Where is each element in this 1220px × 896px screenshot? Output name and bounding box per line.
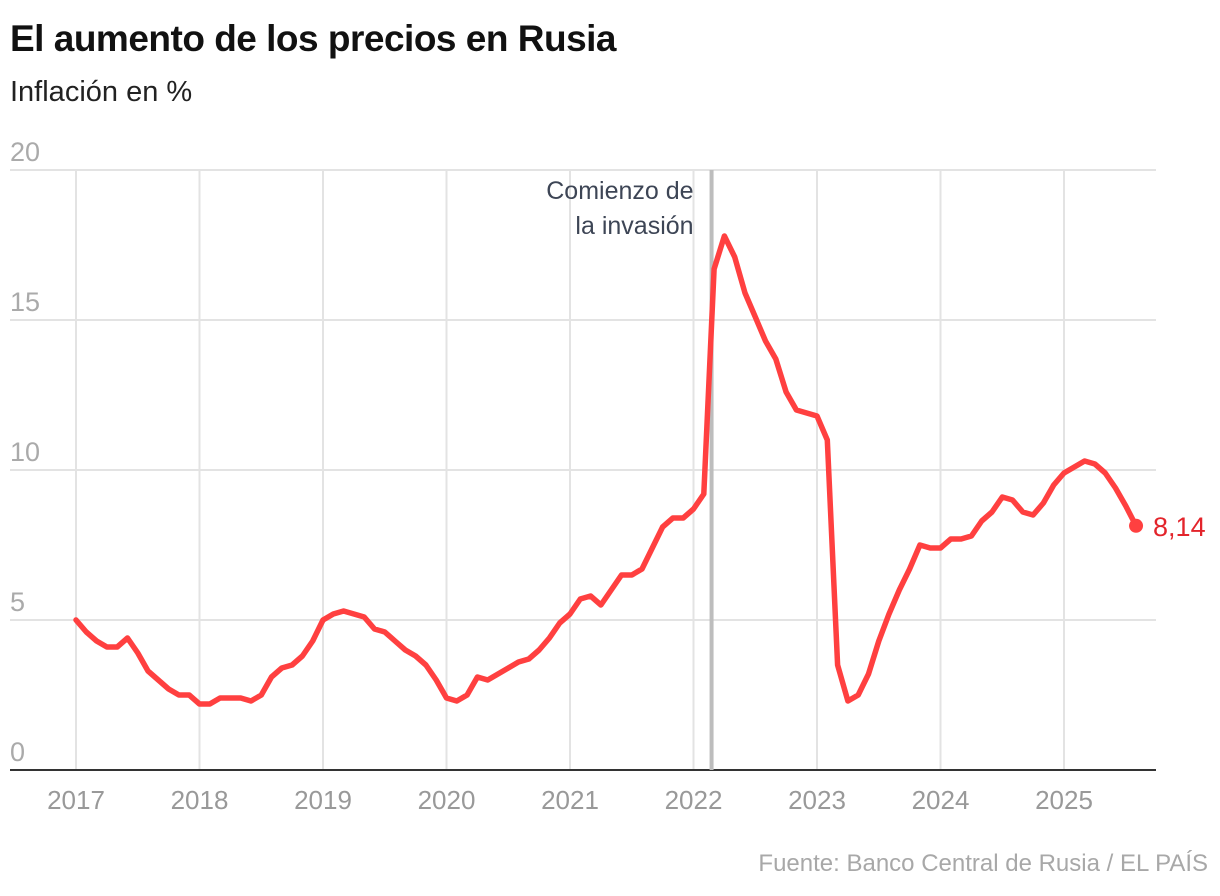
gridlines: 2017 2018 2019 2020 2021 2022 2023 2024 2025 0 5 10…: [10, 137, 1156, 815]
x-tick-label: 2024: [912, 785, 970, 815]
series-marks: [73, 233, 1144, 707]
y-tick-label: 0: [10, 737, 25, 767]
annotation-text-line1: Comienzo de: [546, 177, 693, 205]
x-tick-label: 2022: [665, 785, 723, 815]
y-tick-label: 15: [10, 287, 40, 317]
chart-title: El aumento de los precios en Rusia: [10, 18, 617, 59]
x-tick-label: 2020: [418, 785, 476, 815]
x-tick-label: 2018: [171, 785, 229, 815]
last-value-label: 8,14: [1153, 512, 1206, 542]
x-tick-label: 2025: [1035, 785, 1093, 815]
y-tick-label: 5: [10, 587, 25, 617]
x-tick-label: 2019: [294, 785, 352, 815]
x-tick-label: 2023: [788, 785, 846, 815]
y-tick-label: 20: [10, 137, 40, 167]
chart-subtitle: Inflación en %: [10, 76, 193, 108]
x-tick-label: 2021: [541, 785, 599, 815]
x-tick-label: 2017: [47, 785, 105, 815]
annotation-text-line2: la invasión: [575, 212, 693, 240]
last-data-point: [1129, 518, 1144, 533]
y-tick-label: 10: [10, 437, 40, 467]
source-note: Fuente: Banco Central de Rusia / EL PAÍS: [758, 850, 1208, 877]
inflation-line: [73, 233, 1139, 707]
